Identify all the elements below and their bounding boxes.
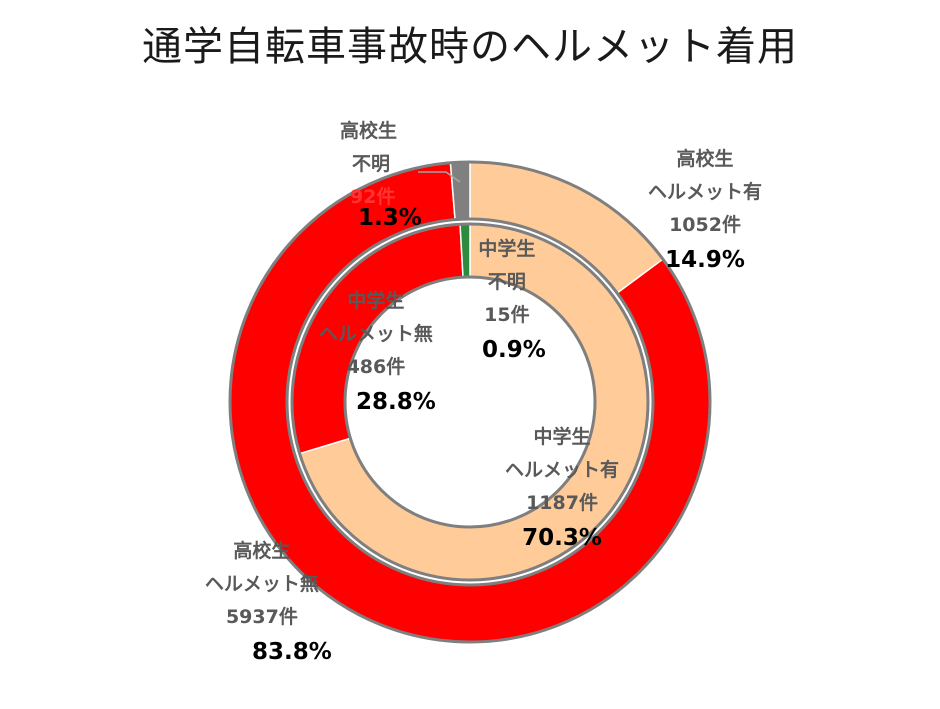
label-group: 中学生 bbox=[347, 290, 405, 312]
label-category: ヘルメット無 bbox=[318, 323, 433, 345]
label-count: 5937件 bbox=[225, 606, 298, 628]
label-percent: 28.8% bbox=[356, 389, 436, 415]
label-group: 高校生 bbox=[233, 540, 291, 562]
outer-ring-outer-edge bbox=[228, 160, 712, 644]
label-category: ヘルメット有 bbox=[505, 459, 620, 481]
label-category: 不明 bbox=[352, 153, 391, 175]
label-hs-helmet-no: 高校生 ヘルメット無 5937件 83.8% bbox=[192, 542, 332, 664]
label-percent: 1.3% bbox=[358, 205, 422, 231]
label-category: ヘルメット有 bbox=[648, 181, 763, 203]
label-count: 92件 bbox=[350, 186, 396, 208]
label-percent: 83.8% bbox=[252, 639, 332, 665]
inner-ring-outer-edge bbox=[290, 222, 650, 582]
label-count: 15件 bbox=[484, 304, 530, 326]
label-count: 1187件 bbox=[526, 492, 598, 514]
label-hs-unknown: 高校生 不明 92件 1.3% bbox=[340, 122, 422, 230]
outer-ring-inner-edge bbox=[285, 217, 655, 587]
label-hs-helmet-yes: 高校生 ヘルメット有 1052件 14.9% bbox=[648, 150, 762, 272]
leader-line-hs-unknown bbox=[418, 171, 461, 183]
label-ms-helmet-no: 中学生 ヘルメット無 486件 28.8% bbox=[316, 292, 436, 414]
label-group: 中学生 bbox=[533, 426, 591, 448]
label-group: 高校生 bbox=[676, 148, 734, 170]
label-category: 不明 bbox=[487, 271, 526, 293]
label-percent: 70.3% bbox=[522, 525, 602, 551]
label-group: 高校生 bbox=[340, 120, 398, 142]
inner-ring-inner-edge bbox=[343, 275, 597, 529]
label-category: ヘルメット無 bbox=[204, 573, 319, 595]
chart-title: 通学自転車事故時のヘルメット着用 bbox=[142, 24, 798, 70]
label-group: 中学生 bbox=[478, 238, 536, 260]
label-ms-unknown: 中学生 不明 15件 0.9% bbox=[468, 238, 546, 363]
label-ms-helmet-yes: 中学生 ヘルメット有 1187件 70.3% bbox=[505, 428, 619, 550]
label-count: 1052件 bbox=[669, 214, 741, 236]
label-count: 486件 bbox=[346, 356, 406, 378]
label-percent: 14.9% bbox=[665, 247, 745, 273]
label-percent: 0.9% bbox=[482, 337, 546, 363]
